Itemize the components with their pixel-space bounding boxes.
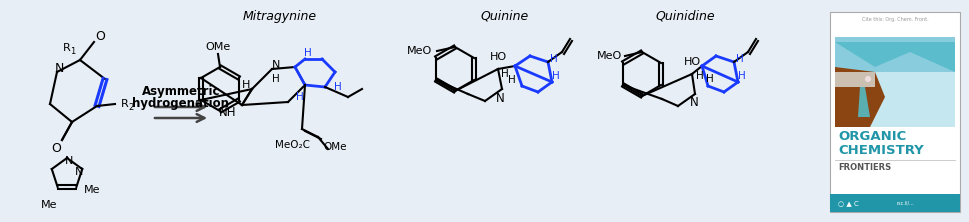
Text: N: N xyxy=(272,60,280,70)
Text: hydrogenation: hydrogenation xyxy=(133,97,230,109)
Text: Me: Me xyxy=(84,185,101,195)
Text: MeO: MeO xyxy=(407,46,432,56)
Text: Cite this: Org. Chem. Front.: Cite this: Org. Chem. Front. xyxy=(861,18,928,22)
Text: N: N xyxy=(54,63,64,75)
Text: OMe: OMe xyxy=(324,142,347,152)
Text: H: H xyxy=(550,54,558,64)
Text: H: H xyxy=(736,54,744,64)
Text: H: H xyxy=(297,92,304,102)
Text: FRONTIERS: FRONTIERS xyxy=(838,163,891,172)
Polygon shape xyxy=(835,42,955,72)
Text: O: O xyxy=(95,30,105,42)
Bar xyxy=(830,12,960,212)
Text: H: H xyxy=(304,48,312,58)
Text: H: H xyxy=(501,69,509,79)
Text: N: N xyxy=(495,91,505,105)
Text: N: N xyxy=(690,95,699,109)
Text: HO: HO xyxy=(489,52,507,62)
Polygon shape xyxy=(835,67,885,127)
Bar xyxy=(835,37,955,127)
Text: H: H xyxy=(738,71,746,81)
Text: H: H xyxy=(242,80,250,90)
Text: 2: 2 xyxy=(128,103,134,113)
Text: H: H xyxy=(334,82,342,92)
Text: MeO: MeO xyxy=(597,51,623,61)
Text: Asymmetric: Asymmetric xyxy=(141,85,220,97)
Text: Mitragynine: Mitragynine xyxy=(243,10,317,24)
Bar xyxy=(830,194,960,212)
Text: OMe: OMe xyxy=(205,42,231,52)
Text: H: H xyxy=(552,71,560,81)
Text: H: H xyxy=(706,74,714,84)
Text: O: O xyxy=(51,141,61,155)
Text: R: R xyxy=(121,99,129,109)
Text: 1: 1 xyxy=(71,48,76,57)
Text: CHEMISTRY: CHEMISTRY xyxy=(838,143,923,157)
Text: R: R xyxy=(63,43,71,53)
Text: N: N xyxy=(65,156,74,166)
Text: H: H xyxy=(696,71,703,81)
Bar xyxy=(835,72,875,87)
Bar xyxy=(835,37,955,72)
Text: Quinine: Quinine xyxy=(481,10,529,22)
Circle shape xyxy=(865,76,871,82)
Text: rsc.li/...: rsc.li/... xyxy=(896,200,914,206)
Text: ○ ▲ C: ○ ▲ C xyxy=(837,200,859,206)
Text: N: N xyxy=(75,167,83,177)
Polygon shape xyxy=(858,87,870,117)
Text: ORGANIC: ORGANIC xyxy=(838,131,906,143)
Text: H: H xyxy=(508,75,516,85)
Text: Quinidine: Quinidine xyxy=(655,10,715,22)
Text: NH: NH xyxy=(219,105,236,119)
Text: H: H xyxy=(272,74,280,84)
Text: HO: HO xyxy=(683,57,701,67)
Text: Me: Me xyxy=(42,200,58,210)
Text: MeO₂C: MeO₂C xyxy=(275,140,310,150)
